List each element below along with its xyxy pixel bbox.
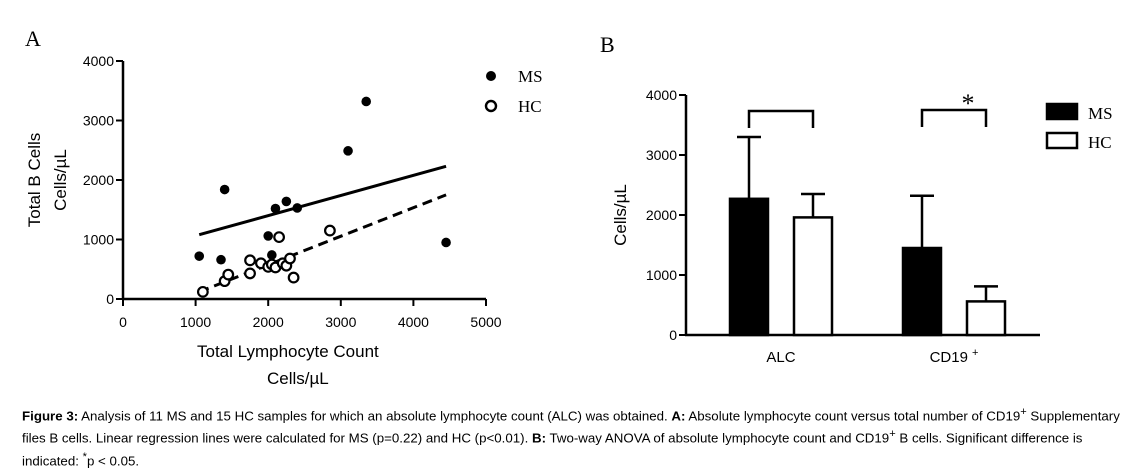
- regression-line-ms: [198, 164, 447, 237]
- panel-a-xlabel-line1: Total Lymphocyte Count: [197, 342, 379, 361]
- figure-caption: Figure 3: Analysis of 11 MS and 15 HC sa…: [22, 403, 1122, 470]
- data-point-ms: [292, 203, 303, 213]
- y-tick-label: 3000: [83, 113, 114, 129]
- category-label: CD19 +: [930, 347, 979, 366]
- panel-b-bars: [728, 135, 1007, 337]
- data-point-ms: [281, 196, 292, 207]
- panel-a-axes: 0 1000 2000 3000 4000 0 1000 2000 3000 4000 5000: [83, 53, 502, 330]
- panel-a-ylabel-line1: Total B Cells: [25, 133, 44, 227]
- data-point-hc: [324, 224, 336, 237]
- data-point-ms: [343, 146, 353, 156]
- data-point-ms: [270, 203, 281, 214]
- y-tick-label: 1000: [83, 232, 114, 248]
- data-point-hc: [244, 267, 256, 280]
- legend-hc-marker: [484, 99, 498, 113]
- caption-b-label: B:: [531, 430, 546, 446]
- legend-ms-label: MS: [518, 67, 543, 86]
- caption-part5: B cells. Significant difference is indic…: [22, 430, 1083, 469]
- caption-sup2: +: [889, 428, 896, 441]
- data-point-ms: [267, 250, 277, 260]
- significance-bracket: [747, 109, 815, 128]
- panel-a-scatter: A 0 1000 2000 3000 4000 0 1000 2000 3000 4000 5000…: [25, 26, 543, 388]
- legend-ms-marker: [486, 71, 496, 81]
- caption-sup1: +: [1020, 406, 1027, 418]
- y-tick-label: 4000: [83, 53, 114, 69]
- x-tick-label: 3000: [325, 314, 356, 330]
- y-tick-label: 1000: [646, 267, 677, 283]
- x-tick-label: 0: [119, 314, 127, 330]
- y-tick-label: 3000: [646, 147, 677, 163]
- caption-a-label: A:: [671, 408, 686, 424]
- data-point-ms: [441, 237, 451, 248]
- data-point-ms: [219, 184, 230, 195]
- legend-hc-swatch: [1045, 131, 1079, 150]
- panel-a-label: A: [25, 26, 41, 51]
- y-tick-label: 2000: [83, 172, 114, 188]
- panel-a-regression-lines: [198, 164, 447, 294]
- data-point-ms: [194, 251, 205, 261]
- panel-b-axes: 0 1000 2000 3000 4000 ALC CD19 +: [646, 87, 1040, 366]
- bar-hc: [792, 216, 834, 337]
- category-label: ALC: [766, 349, 795, 366]
- significance-asterisk: *: [962, 89, 975, 118]
- panel-a-ylabel-line2: Cells/µL: [51, 149, 70, 211]
- x-tick-label: 1000: [180, 314, 211, 330]
- y-tick-label: 0: [669, 327, 677, 343]
- bar-ms: [901, 246, 943, 337]
- panel-b-label: B: [600, 32, 615, 57]
- data-point-hc: [196, 285, 209, 298]
- panel-a-points: [194, 96, 451, 298]
- figure: A 0 1000 2000 3000 4000 0 1000 2000 3000 4000 5000…: [25, 26, 1113, 388]
- bar-ms: [728, 197, 770, 337]
- caption-sup3: *: [82, 450, 87, 463]
- panel-b-bar-chart: B 0 1000 2000 3000 4000 ALC CD19 + * MS HC Cell…: [600, 32, 1113, 366]
- y-tick-label: 0: [106, 291, 114, 307]
- data-point-hc: [284, 252, 296, 265]
- caption-part2: Absolute lymphocyte count versus total n…: [685, 408, 1021, 424]
- data-point-ms: [263, 231, 274, 241]
- panel-a-xlabel-line2: Cells/µL: [267, 369, 329, 388]
- y-tick-label: 4000: [646, 87, 677, 103]
- data-point-ms: [361, 96, 372, 107]
- x-tick-label: 5000: [470, 314, 501, 330]
- significance-bracket: [920, 108, 988, 127]
- caption-part3: Supplementary files B cells. Linear regr…: [22, 408, 1120, 446]
- data-point-hc: [244, 254, 256, 267]
- legend-hc-label: HC: [1088, 133, 1112, 152]
- data-point-hc: [222, 268, 235, 281]
- bar-hc: [965, 300, 1007, 337]
- legend-ms-label: MS: [1088, 104, 1113, 123]
- legend-hc-label: HC: [518, 97, 542, 116]
- x-tick-label: 4000: [398, 314, 429, 330]
- data-point-hc: [287, 271, 300, 284]
- data-point-ms: [216, 254, 226, 265]
- category-label-superscript: +: [972, 347, 978, 359]
- data-point-hc: [273, 231, 285, 244]
- caption-part4: Two-way ANOVA of absolute lymphocyte cou…: [546, 430, 890, 446]
- caption-part1: Analysis of 11 MS and 15 HC samples for …: [78, 408, 672, 424]
- regression-line-hc: [198, 193, 447, 294]
- panel-b-significance: *: [747, 89, 988, 128]
- x-tick-label: 2000: [253, 314, 284, 330]
- legend-ms-swatch: [1045, 102, 1079, 121]
- panel-b-legend: MS HC: [1045, 102, 1113, 152]
- panel-b-ylabel: Cells/µL: [611, 184, 630, 246]
- caption-figure-label: Figure 3:: [22, 408, 79, 424]
- y-tick-label: 2000: [646, 207, 677, 223]
- panel-a-legend: MS HC: [484, 67, 543, 116]
- caption-part6: p < 0.05.: [86, 453, 140, 469]
